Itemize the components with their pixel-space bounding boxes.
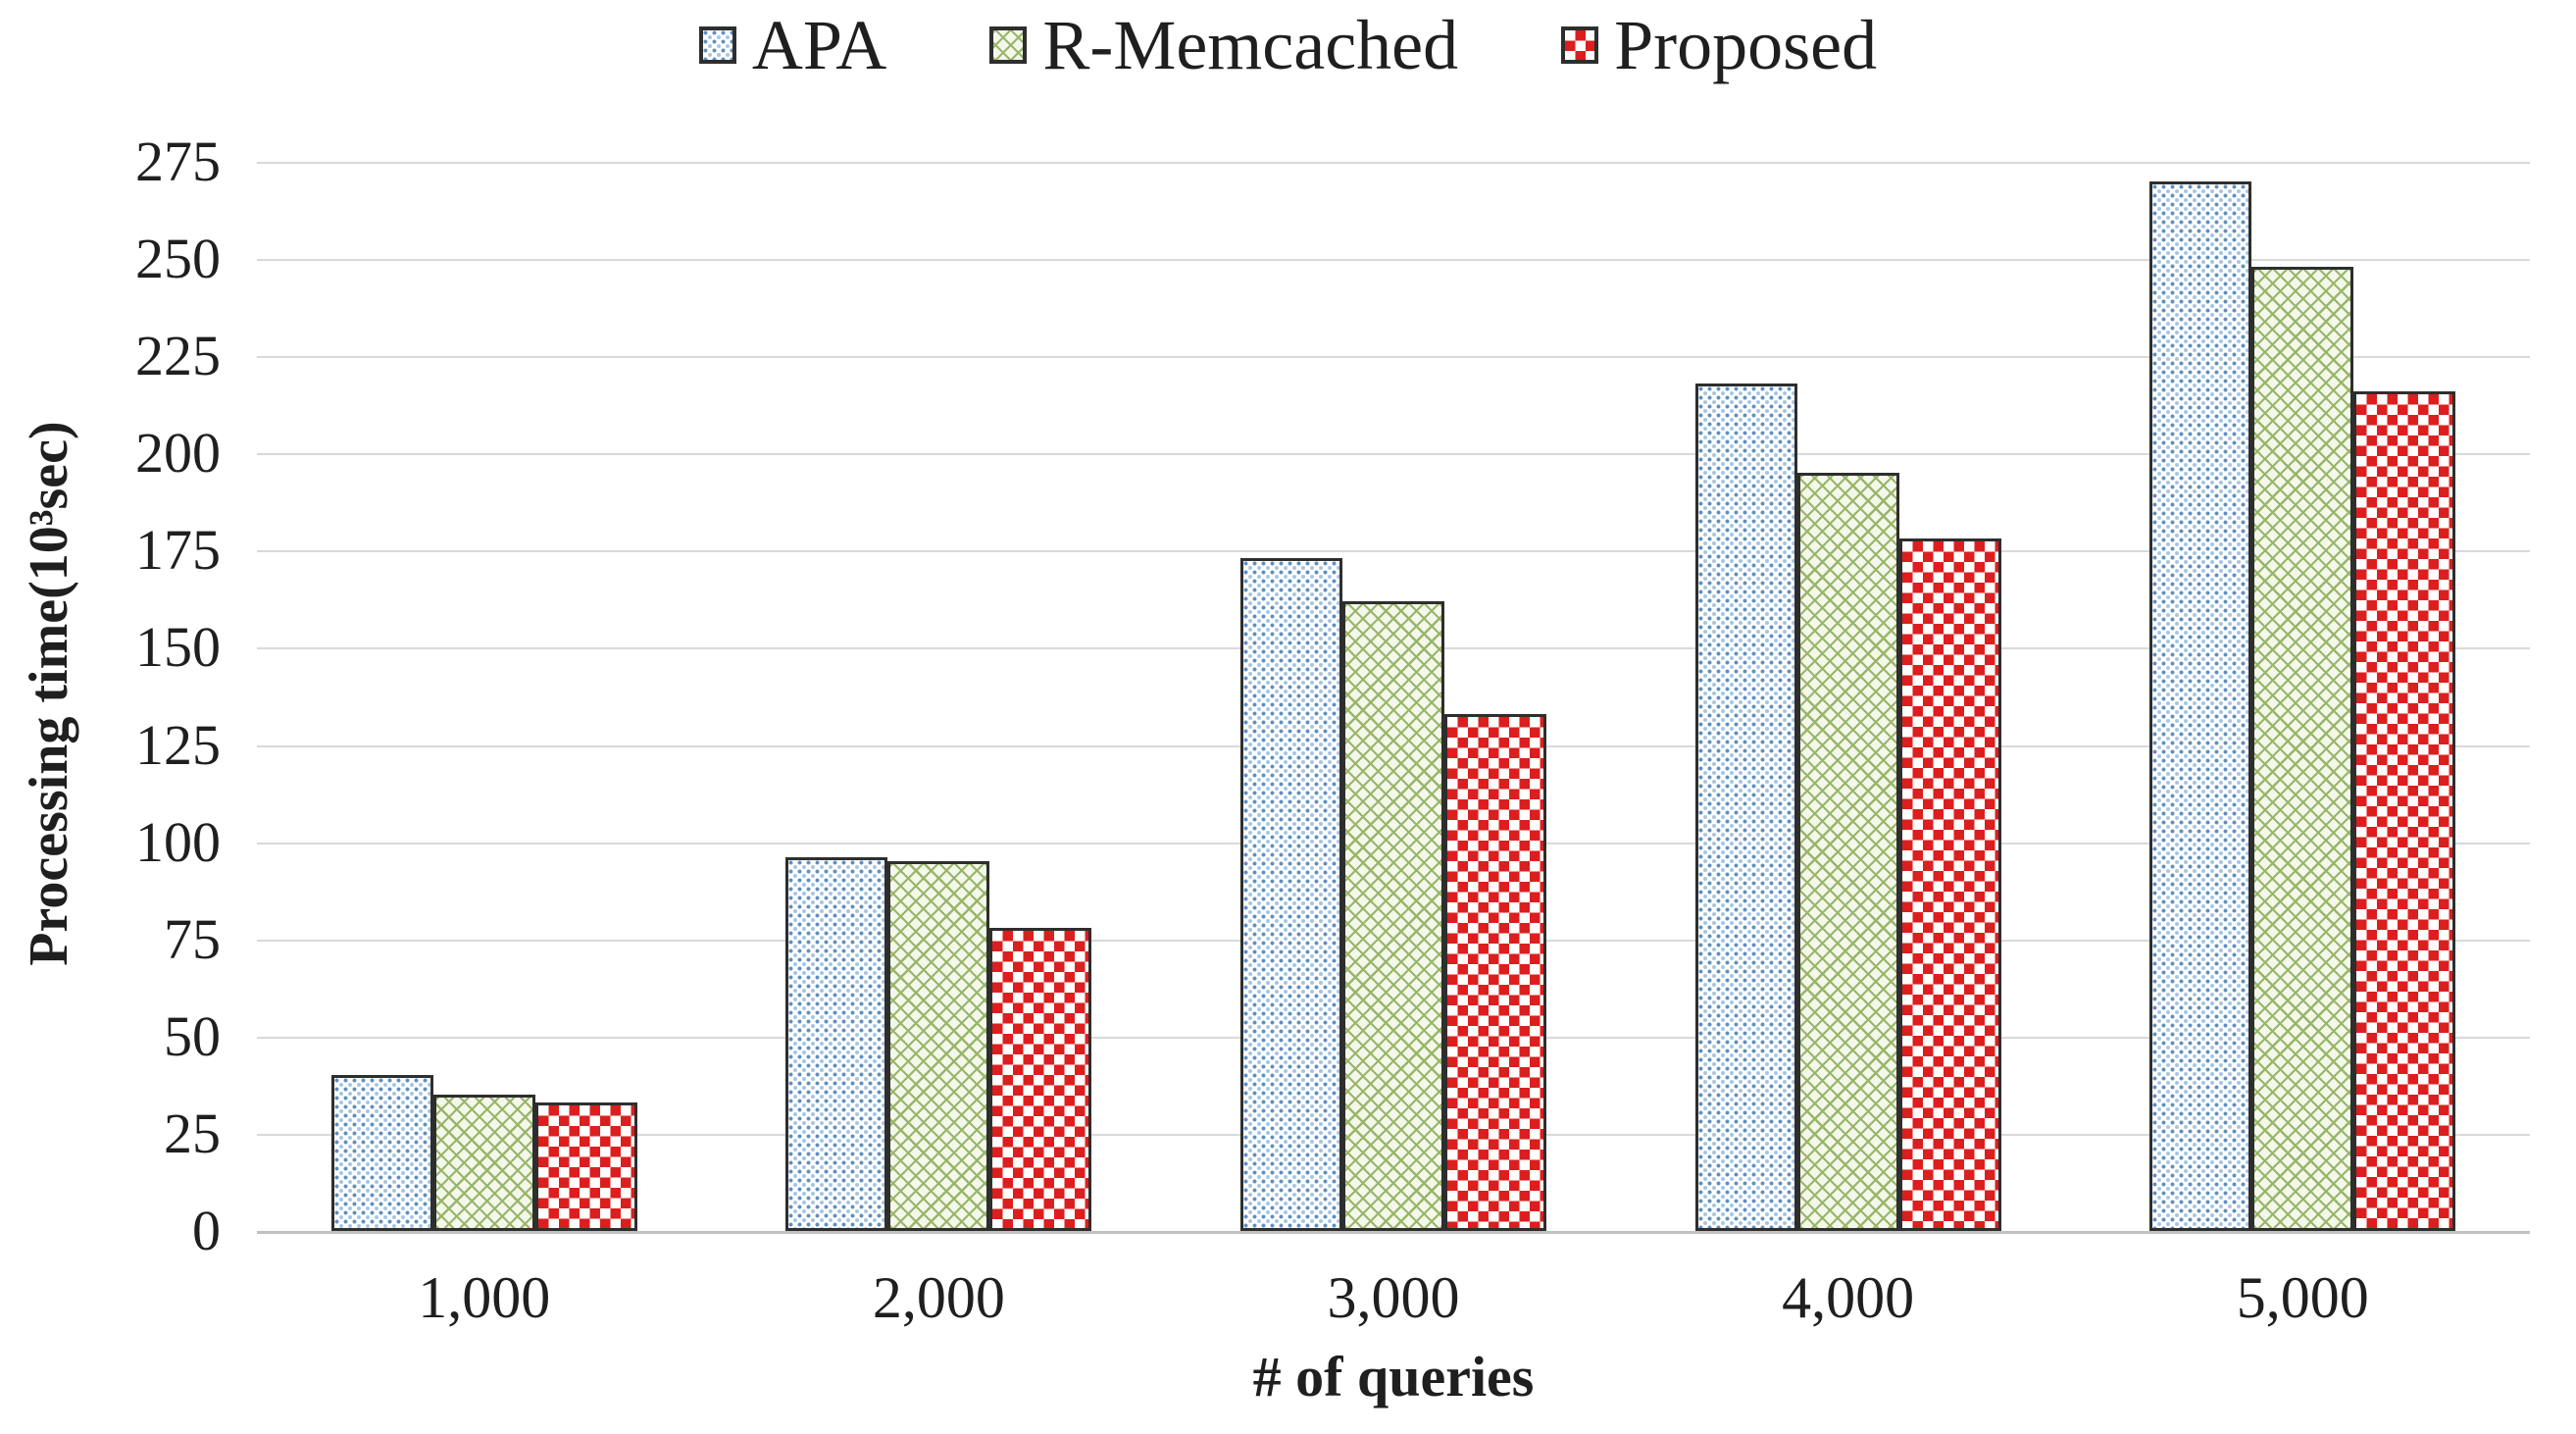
y-tick-label-275: 275 xyxy=(135,129,221,193)
x-tick-label-3000: 3,000 xyxy=(1327,1265,1460,1330)
y-tick-label-125: 125 xyxy=(135,712,221,777)
bar-apa-3000 xyxy=(1240,558,1342,1231)
x-tick-label-5000: 5,000 xyxy=(2236,1265,2369,1330)
legend-label: APA xyxy=(751,6,887,84)
y-tick-label-225: 225 xyxy=(135,324,221,388)
bar-apa-1000 xyxy=(330,1075,433,1231)
x-axis-line xyxy=(257,1231,2530,1234)
legend-item-r-memcached: R-Memcached xyxy=(989,10,1458,80)
legend-swatch-red-checker-icon xyxy=(1561,26,1599,64)
gridline-250 xyxy=(257,259,2530,262)
x-tick-label-2000: 2,000 xyxy=(872,1265,1005,1330)
legend-swatch-blue-dots-icon xyxy=(698,26,736,64)
bar-proposed-1000 xyxy=(534,1102,637,1231)
x-tick-label-1000: 1,000 xyxy=(418,1265,551,1330)
plot-area xyxy=(257,162,2530,1234)
y-tick-label-200: 200 xyxy=(135,421,221,486)
y-tick-label-50: 50 xyxy=(164,1003,221,1068)
gridline-175 xyxy=(257,550,2530,553)
gridline-275 xyxy=(257,162,2530,164)
y-tick-label-150: 150 xyxy=(135,615,221,680)
bar-r-memcached-2000 xyxy=(887,861,990,1231)
gridline-225 xyxy=(257,356,2530,359)
legend-label: R-Memcached xyxy=(1042,6,1459,84)
y-tick-label-0: 0 xyxy=(192,1199,221,1262)
bar-proposed-4000 xyxy=(1898,538,2001,1231)
bar-apa-5000 xyxy=(2149,181,2252,1231)
y-tick-label-75: 75 xyxy=(164,906,221,971)
bar-apa-4000 xyxy=(1694,384,1797,1231)
bar-proposed-2000 xyxy=(989,928,1092,1231)
bar-r-memcached-3000 xyxy=(1342,601,1444,1231)
x-axis-title: # of queries xyxy=(1252,1345,1535,1408)
bar-r-memcached-5000 xyxy=(2251,267,2354,1231)
x-tick-label-4000: 4,000 xyxy=(1782,1265,1915,1330)
legend-label: Proposed xyxy=(1614,6,1878,84)
chart-legend: APA R-Memcached Proposed xyxy=(0,10,2576,80)
gridline-200 xyxy=(257,453,2530,456)
legend-swatch-green-diagonal-icon xyxy=(989,26,1028,64)
bar-proposed-3000 xyxy=(1444,714,1546,1231)
y-tick-label-175: 175 xyxy=(135,518,221,583)
legend-item-proposed: Proposed xyxy=(1561,10,1877,80)
legend-item-apa: APA xyxy=(698,6,887,84)
y-tick-label-250: 250 xyxy=(135,227,221,291)
y-tick-label-25: 25 xyxy=(164,1101,221,1165)
bar-r-memcached-1000 xyxy=(432,1095,535,1231)
bar-apa-2000 xyxy=(785,857,888,1231)
y-tick-label-100: 100 xyxy=(135,809,221,874)
bar-r-memcached-4000 xyxy=(1796,473,1899,1231)
bar-proposed-5000 xyxy=(2353,391,2456,1231)
